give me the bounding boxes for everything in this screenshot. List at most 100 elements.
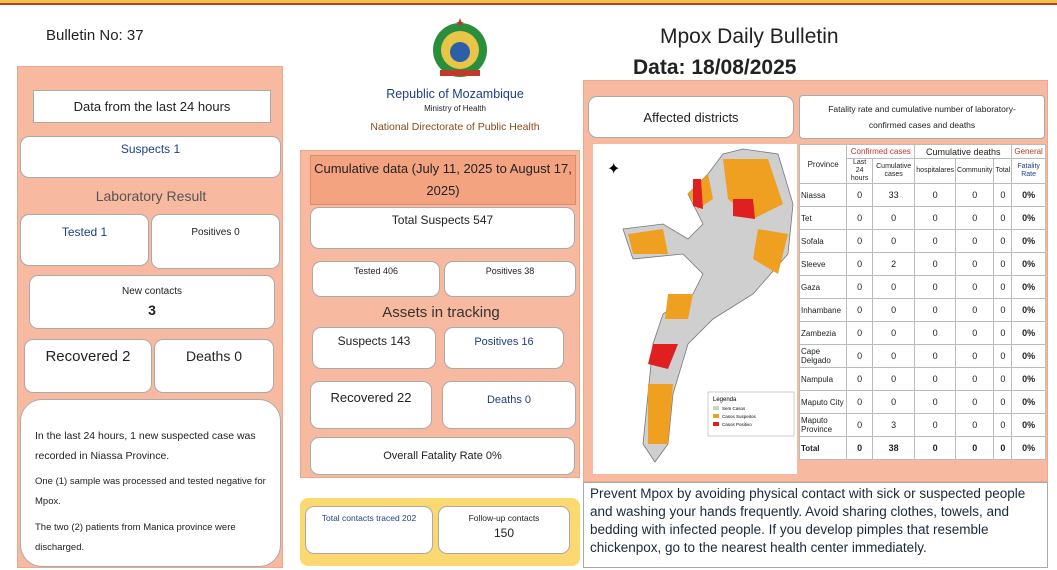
cell: 0 [955,390,995,414]
province: Gaza [798,275,848,299]
deaths: Deaths 0 [442,381,576,429]
cell: 0 [871,321,916,345]
cell: 0% [1011,275,1046,299]
tracked-positives: Positives 16 [444,327,564,369]
directorate: National Directorate of Public Health [370,121,540,133]
note: The two (2) patients from Manica provinc… [35,522,236,553]
cumulative-heading: Cumulative data (July 11, 2025 to August… [310,155,576,205]
note: In the last 24 hours, 1 new suspected ca… [35,430,256,462]
table-row: Cape Delgado 0 0 0 0 0 0% [798,344,1046,368]
cell: 0 [914,436,957,460]
label: Follow-up contacts [468,513,540,523]
cell: 0 [993,183,1013,207]
cell: 0% [1011,229,1046,253]
cell: 0 [914,206,957,230]
province: Sofala [798,229,848,253]
cumulative-panel: Cumulative data (July 11, 2025 to August… [300,150,580,478]
top-band [0,3,1057,5]
header: hospitalares [914,158,957,184]
recovered: Recovered 22 [310,381,432,429]
positives: Positives 38 [444,261,576,297]
group: Cumulative deaths [914,144,1013,159]
cell: 0 [846,298,873,322]
positives: Positives 0 [151,214,280,269]
header: Last 24 hours [846,158,873,184]
cell: 0 [955,413,995,437]
cell: 0% [1011,298,1046,322]
cell: 0 [846,183,873,207]
table-row: Gaza 0 0 0 0 0 0% [798,275,1046,299]
cell: 0 [914,321,957,345]
legend-swatch [713,406,719,410]
cell: 0 [846,229,873,253]
cell: 0 [955,252,995,276]
header-row: Last 24 hours Cumulative cases hospitalare… [800,158,1046,184]
label: New contacts [121,286,183,297]
cell: 0 [955,229,995,253]
cell: 0 [993,390,1013,414]
tested: Tested 1 [20,214,149,266]
legend-item: Sem Casos [722,406,746,411]
cell: 0 [846,206,873,230]
cell: 0 [914,252,957,276]
province: Maputo Province [798,413,848,437]
legend-swatch [713,422,719,426]
legend-title: Legenda [713,397,737,403]
province: Nampula [798,367,848,391]
cell: 0 [871,298,916,322]
cell: 0 [955,321,995,345]
cell: 0 [914,183,957,207]
cell: 0 [871,206,916,230]
province: Sleeve [798,252,848,276]
cell: 0 [955,344,995,368]
note: One (1) sample was processed and tested … [35,476,266,507]
cell: 0 [846,436,873,460]
suspects: Suspects 1 [20,136,281,178]
prevention: Prevent Mpox by avoiding physical contac… [583,482,1048,568]
tracking-heading: Assets in tracking [382,304,500,321]
bulletin-no: Bulletin No: 37 [46,27,144,44]
header: Total [993,158,1013,184]
province: Niassa [798,183,848,207]
province: Zambezia [798,321,848,345]
top-band [0,0,1057,3]
cell: 0 [955,206,995,230]
table-row: Sleeve 0 2 0 0 0 0% [798,252,1046,276]
followup-box: Follow-up contacts 150 [438,506,570,554]
header: Fatality Rate [1011,158,1046,184]
table-row: Zambezia 0 0 0 0 0 0% [798,321,1046,345]
emblem [433,18,487,77]
province: Tet [798,206,848,230]
table-row: Tet 0 0 0 0 0 0% [798,206,1046,230]
cell: 0% [1011,344,1046,368]
deaths: Deaths 0 [154,339,274,393]
cell: 0% [1011,183,1046,207]
cases-table: Province Confirmed cases Cumulative deaths… [798,144,1046,460]
province: Inhambane [798,298,848,322]
date: Data: 18/08/2025 [633,56,797,79]
map: ✦ Legenda Sem Casos Casos Suspeitos Caso… [593,144,797,474]
cell: 0 [871,229,916,253]
legend-item: Casos Suspeitos [722,414,757,419]
heading: Data from the last 24 hours [33,90,271,123]
table-row: Inhambane 0 0 0 0 0 0% [798,298,1046,322]
province: Total [798,436,848,460]
cell: 0 [846,252,873,276]
cell: 0 [955,367,995,391]
cell: 2 [871,252,916,276]
fatality: Overall Fatality Rate 0% [310,437,575,475]
cell: 0 [993,436,1013,460]
cell: 0 [993,413,1013,437]
cell: 0 [914,344,957,368]
cell: 0 [914,298,957,322]
cell: 3 [871,413,916,437]
cell: 0 [914,367,957,391]
cell: 0 [871,344,916,368]
cell: 0 [955,275,995,299]
cell: 0 [955,436,995,460]
legend-swatch [713,414,719,418]
table-row: Total 0 38 0 0 0 0% [798,436,1046,460]
group-row: Province Confirmed cases Cumulative deaths… [798,144,1046,184]
value: 3 [148,302,156,318]
table-row: Maputo City 0 0 0 0 0 0% [798,390,1046,414]
